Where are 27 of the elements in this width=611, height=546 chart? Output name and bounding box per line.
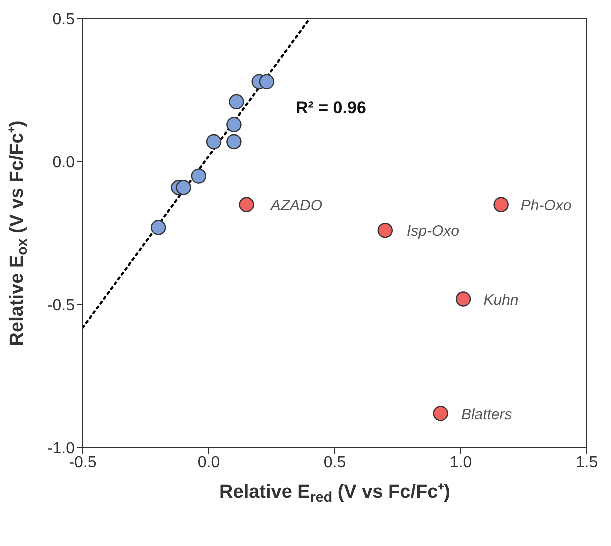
annotation: Blatters — [461, 406, 513, 424]
point — [191, 168, 207, 184]
x-tick-label: 1.0 — [450, 454, 472, 472]
point — [151, 220, 166, 236]
annotation: Ph-Oxo — [520, 197, 572, 214]
y-tick-label: 0.0 — [52, 154, 76, 172]
x-tick-label: 0.5 — [324, 454, 346, 472]
annotation: Kuhn — [484, 292, 519, 309]
point — [433, 406, 448, 422]
point — [176, 180, 192, 196]
x-axis-title: Relative E$_{red}$ (V vs Fc/Fc⁺) — [220, 482, 450, 506]
point — [239, 197, 254, 212]
point — [378, 223, 393, 238]
annotation: AZADO — [270, 197, 323, 214]
point — [229, 94, 244, 110]
point — [226, 117, 242, 132]
point — [226, 134, 242, 150]
annotation: Isp-Oxo — [407, 223, 460, 240]
x-tick-label: 0.0 — [198, 454, 220, 472]
y-tick-label: -0.5 — [47, 298, 76, 315]
point — [494, 197, 509, 212]
y-tick-label: 0.5 — [52, 12, 76, 29]
point — [206, 134, 222, 150]
annotation: R² = 0.96 — [296, 98, 366, 118]
point — [259, 74, 275, 90]
x-tick-label: 1.5 — [576, 454, 598, 472]
point — [456, 292, 472, 307]
